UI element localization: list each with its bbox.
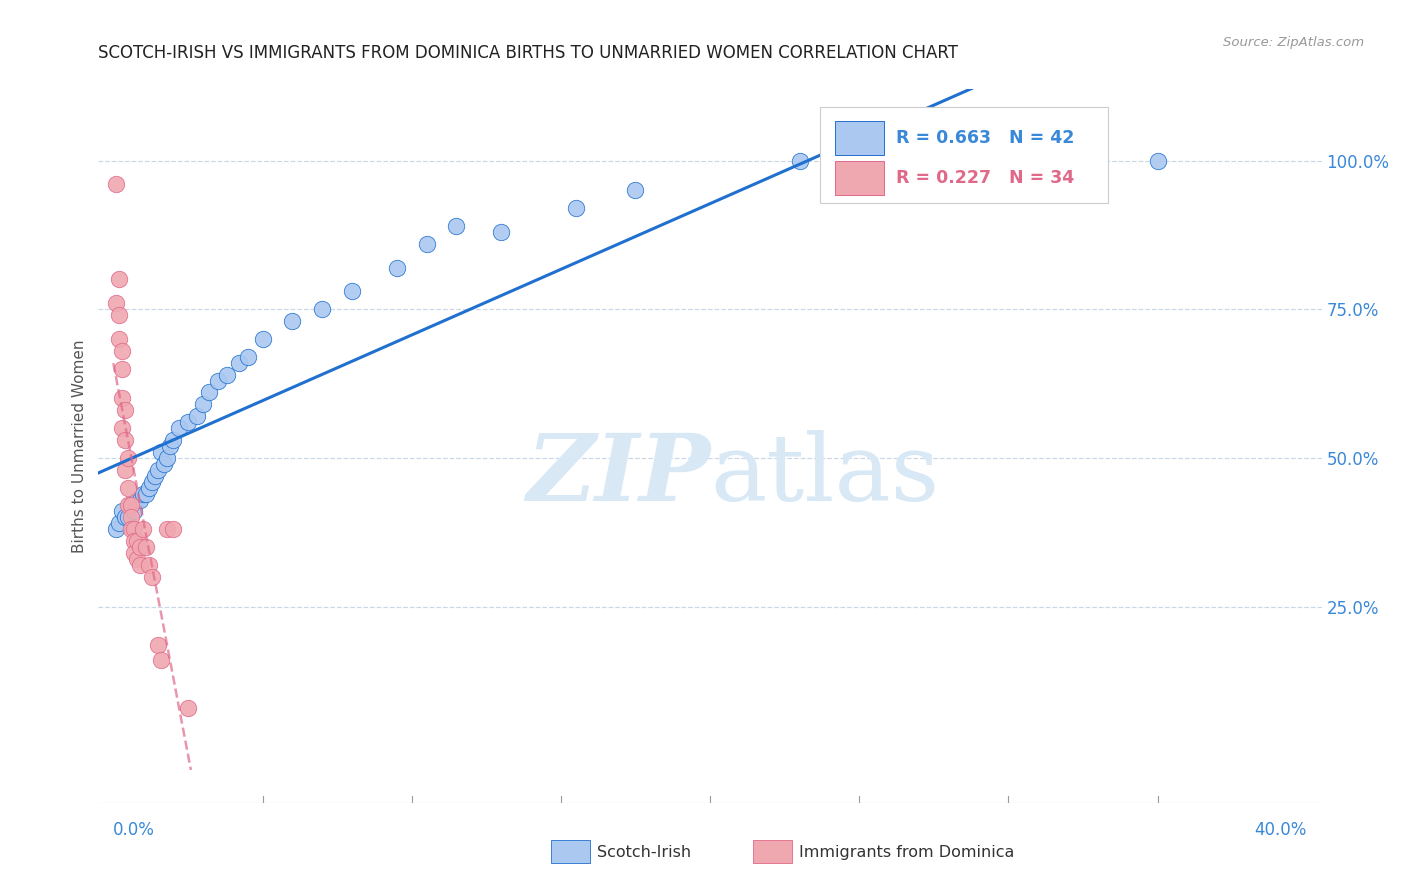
Point	[198, 385, 221, 400]
Text: SCOTCH-IRISH VS IMMIGRANTS FROM DOMINICA BIRTHS TO UNMARRIED WOMEN CORRELATION C: SCOTCH-IRISH VS IMMIGRANTS FROM DOMINICA…	[98, 45, 959, 62]
Point	[789, 153, 811, 168]
Point	[141, 570, 163, 584]
Point	[127, 552, 149, 566]
Point	[281, 314, 304, 328]
Point	[156, 522, 179, 536]
Point	[120, 499, 142, 513]
Point	[143, 468, 166, 483]
Point	[105, 178, 128, 192]
Point	[127, 492, 149, 507]
FancyBboxPatch shape	[820, 107, 1108, 203]
Point	[156, 450, 179, 465]
Point	[141, 475, 163, 489]
Point	[108, 332, 131, 346]
Point	[146, 638, 169, 652]
Point	[146, 463, 169, 477]
FancyBboxPatch shape	[752, 840, 792, 863]
Point	[122, 522, 145, 536]
Text: Scotch-Irish: Scotch-Irish	[598, 845, 692, 860]
Point	[108, 272, 131, 286]
Point	[415, 236, 437, 251]
FancyBboxPatch shape	[835, 161, 884, 194]
Point	[135, 540, 157, 554]
Point	[129, 540, 152, 554]
Point	[177, 415, 200, 429]
Point	[117, 481, 139, 495]
FancyBboxPatch shape	[551, 840, 591, 863]
Point	[340, 285, 363, 299]
Point	[952, 153, 974, 168]
Point	[177, 700, 200, 714]
Text: R = 0.227   N = 34: R = 0.227 N = 34	[896, 169, 1074, 186]
Point	[114, 463, 136, 477]
Point	[489, 225, 512, 239]
Point	[624, 183, 647, 197]
Point	[114, 510, 136, 524]
Point	[311, 302, 333, 317]
Point	[132, 486, 155, 500]
Text: atlas: atlas	[710, 430, 939, 519]
Point	[111, 361, 134, 376]
Point	[122, 534, 145, 549]
Point	[132, 522, 155, 536]
Point	[129, 492, 152, 507]
Point	[114, 403, 136, 417]
Point	[120, 522, 142, 536]
Point	[236, 350, 259, 364]
Point	[105, 522, 128, 536]
Point	[186, 409, 208, 424]
Point	[153, 457, 176, 471]
Point	[215, 368, 238, 382]
Point	[111, 392, 134, 406]
Point	[162, 433, 184, 447]
Point	[114, 433, 136, 447]
Point	[135, 486, 157, 500]
Point	[138, 481, 160, 495]
Text: Source: ZipAtlas.com: Source: ZipAtlas.com	[1223, 36, 1364, 49]
Point	[150, 445, 173, 459]
Point	[191, 397, 214, 411]
Point	[1146, 153, 1168, 168]
Point	[252, 332, 274, 346]
Text: ZIP: ZIP	[526, 430, 710, 519]
Point	[127, 534, 149, 549]
Point	[108, 308, 131, 322]
Point	[565, 201, 588, 215]
Point	[108, 516, 131, 531]
Text: R = 0.663   N = 42: R = 0.663 N = 42	[896, 128, 1074, 146]
Point	[117, 450, 139, 465]
Point	[138, 558, 160, 572]
Point	[111, 421, 134, 435]
Point	[228, 356, 250, 370]
Point	[117, 510, 139, 524]
Point	[207, 374, 229, 388]
Point	[122, 546, 145, 560]
Point	[111, 343, 134, 358]
Point	[446, 219, 468, 233]
Point	[167, 421, 190, 435]
Point	[150, 653, 173, 667]
FancyBboxPatch shape	[835, 120, 884, 155]
Point	[117, 499, 139, 513]
Text: 0.0%: 0.0%	[114, 821, 155, 838]
Point	[120, 499, 142, 513]
Point	[385, 260, 408, 275]
Y-axis label: Births to Unmarried Women: Births to Unmarried Women	[72, 339, 87, 553]
Point	[122, 504, 145, 518]
Point	[111, 504, 134, 518]
Point	[159, 439, 181, 453]
Point	[129, 558, 152, 572]
Point	[105, 296, 128, 310]
Text: Immigrants from Dominica: Immigrants from Dominica	[800, 845, 1015, 860]
Text: 40.0%: 40.0%	[1254, 821, 1306, 838]
Point	[162, 522, 184, 536]
Point	[120, 510, 142, 524]
